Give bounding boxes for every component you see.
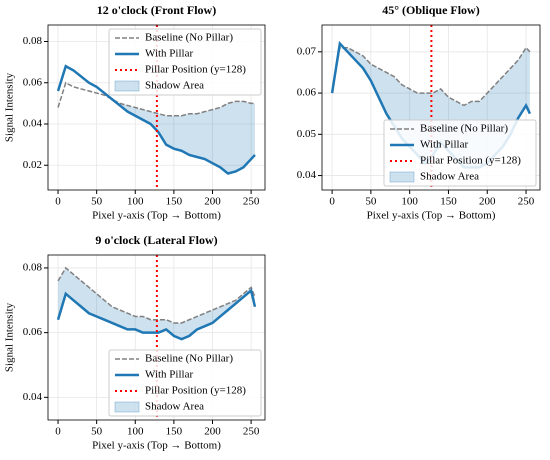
legend-label: Baseline (No Pillar) (420, 123, 508, 135)
plot-frame (321, 24, 541, 191)
shadow-area (58, 267, 255, 340)
x-tick-label: 0 (55, 196, 61, 208)
x-tick-label: 150 (440, 196, 457, 208)
x-tick-label: 50 (91, 196, 103, 208)
legend-label: Pillar Position (y=128) (420, 155, 521, 167)
legend-label: With Pillar (145, 369, 193, 381)
y-tick-label: 0.05 (297, 128, 317, 140)
plot (56, 255, 257, 420)
legend-label: With Pillar (145, 48, 193, 60)
x-tick-label: 200 (204, 426, 221, 438)
x-tick-label: 100 (401, 196, 418, 208)
x-tick-label: 100 (127, 196, 144, 208)
legend-box (108, 349, 262, 417)
legend-label: Pillar Position (y=128) (145, 385, 246, 397)
series-line (56, 288, 257, 341)
x-tick-label: 200 (204, 196, 221, 208)
y-tick-label: 0.06 (297, 87, 317, 99)
plot (56, 25, 256, 190)
y-tick-label: 0.04 (23, 118, 43, 130)
series-line (57, 81, 255, 117)
shadow-area (58, 82, 255, 174)
x-tick-label: 250 (243, 196, 260, 208)
legend-swatch (114, 80, 140, 92)
y-tick-label: 0.06 (23, 76, 43, 88)
y-tick-label: 0.04 (23, 391, 43, 403)
legend-label: Baseline (No Pillar) (145, 353, 233, 365)
legend-swatch (389, 171, 415, 183)
chart-title: 9 o'clock (Lateral Flow) (95, 233, 217, 247)
x-tick-label: 250 (243, 426, 260, 438)
legend-label: With Pillar (420, 139, 468, 151)
y-tick-label: 0.08 (23, 261, 43, 273)
legend-label: Shadow Area (420, 171, 479, 183)
y-tick-label: 0.07 (297, 45, 317, 57)
x-tick-label: 200 (479, 196, 496, 208)
y-tick-label: 0.06 (23, 326, 43, 338)
x-axis-label: Pixel y-axis (Top → Bottom) (92, 210, 221, 222)
series-line (56, 64, 256, 175)
x-axis-label: Pixel y-axis (Top → Bottom) (92, 440, 221, 452)
x-tick-label: 250 (518, 196, 535, 208)
x-tick-label: 150 (166, 426, 183, 438)
legend-label: Shadow Area (145, 401, 204, 413)
legend-box (108, 28, 262, 96)
y-tick-label: 0.02 (23, 159, 42, 171)
chart-title: 45° (Oblique Flow) (382, 3, 479, 17)
x-tick-label: 150 (166, 196, 183, 208)
y-axis-label: Signal Intensity (4, 302, 16, 372)
x-tick-label: 0 (55, 426, 61, 438)
y-axis-label: Signal Intensity (4, 72, 16, 142)
y-tick-label: 0.08 (23, 35, 43, 47)
plot-frame (47, 24, 266, 191)
y-tick-label: 0.04 (297, 169, 317, 181)
legend-label: Baseline (No Pillar) (145, 32, 233, 44)
legend-label: Pillar Position (y=128) (145, 64, 246, 76)
plot-frame (47, 254, 266, 421)
x-axis-label: Pixel y-axis (Top → Bottom) (367, 210, 496, 222)
x-tick-label: 50 (365, 196, 377, 208)
chart-title: 12 o'clock (Front Flow) (97, 3, 216, 17)
x-tick-label: 100 (127, 426, 144, 438)
legend-label: Shadow Area (145, 80, 204, 92)
legend-box (383, 119, 537, 187)
x-tick-label: 50 (91, 426, 103, 438)
legend-swatch (114, 401, 140, 413)
x-tick-label: 0 (329, 196, 335, 208)
